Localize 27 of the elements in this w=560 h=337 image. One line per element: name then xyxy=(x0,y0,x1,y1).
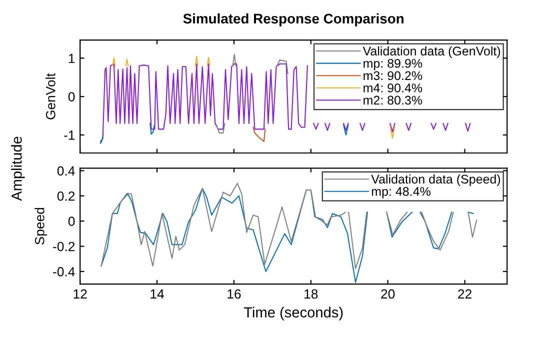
y-tick-label: 0.2 xyxy=(57,191,75,201)
legend-label: Validation data (Speed) xyxy=(371,174,500,186)
legend-label: m2: 80.3% xyxy=(364,96,422,105)
legend-label: Validation data (GenVolt) xyxy=(362,46,500,58)
y-tick-label: -0.2 xyxy=(53,242,75,252)
y-axis-title: Speed xyxy=(34,208,47,245)
x-tick-label: 14 xyxy=(150,289,164,299)
x-tick-label: 16 xyxy=(228,289,241,299)
x-tick-label: 20 xyxy=(381,289,395,299)
y-tick-label: -1 xyxy=(64,130,75,140)
x-tick-label: 22 xyxy=(458,289,472,299)
y-tick-label: -0.4 xyxy=(53,267,75,276)
line-series xyxy=(252,126,266,142)
y-tick-label: 0 xyxy=(68,216,75,226)
legend-label: mp: 89.9% xyxy=(364,58,422,70)
legend-label: m4: 90.4% xyxy=(364,84,422,92)
x-axis-title: Time (seconds) xyxy=(244,306,343,320)
x-tick-label: 12 xyxy=(74,289,87,299)
y-tick-label: 0.4 xyxy=(57,166,75,176)
text: Amplitude xyxy=(11,136,25,201)
y-axis-title: GenVolt xyxy=(46,73,56,120)
y-tick-label: 0 xyxy=(68,92,75,102)
y-tick-label: 1 xyxy=(68,54,75,63)
x-tick-label: 18 xyxy=(304,289,318,299)
legend-label: m3: 90.2% xyxy=(364,71,422,80)
legend-label: mp: 48.4% xyxy=(372,187,430,198)
chart-title: Simulated Response Comparison xyxy=(183,13,404,26)
